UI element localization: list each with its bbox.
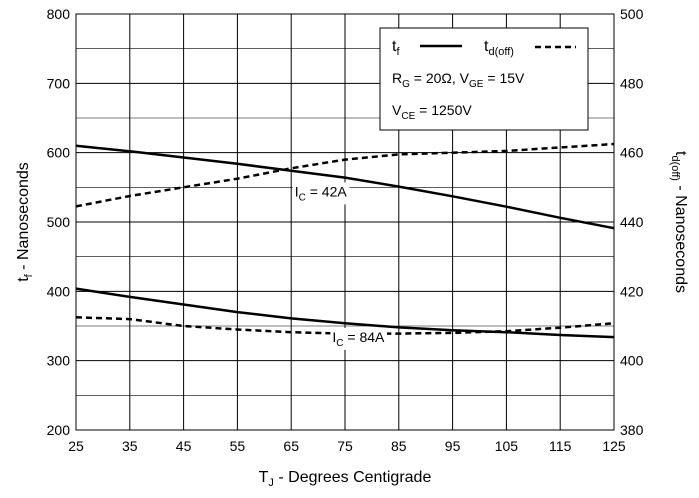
x-tick-label: 125	[602, 438, 626, 454]
y-left-tick-label: 300	[47, 353, 71, 369]
y-axis-left-title: tf - Nanoseconds	[15, 162, 35, 282]
legend: tf td(off) RG = 20Ω, VGE = 15V VCE = 125…	[379, 27, 589, 131]
y-right-tick-label: 380	[620, 422, 644, 438]
y-right-tick-label: 440	[620, 214, 644, 230]
x-tick-label: 115	[549, 438, 572, 454]
y-left-tick-label: 500	[47, 214, 71, 230]
annotation-ic-42a-background	[292, 182, 350, 205]
x-tick-label: 105	[495, 438, 519, 454]
y-right-tick-label: 500	[620, 6, 644, 22]
series-line-tf-0	[75, 144, 615, 230]
series-line-td-off-2	[75, 142, 615, 208]
x-tick-label: 95	[445, 438, 461, 454]
y-right-tick-label: 460	[620, 145, 644, 161]
legend-condition-rg-vge: RG = 20Ω, VGE = 15V	[392, 70, 525, 90]
y-left-tick-label: 400	[47, 283, 71, 299]
y-left-tick-label: 800	[47, 6, 71, 22]
plot-area-frame	[75, 13, 615, 431]
y-right-tick-label: 420	[620, 283, 644, 299]
y-left-tick-label: 700	[47, 75, 71, 91]
x-tick-label: 55	[230, 438, 246, 454]
series-layer	[75, 142, 615, 339]
legend-box	[379, 27, 589, 131]
annotation-ic-42a-label: IC = 42A	[295, 183, 348, 203]
annotation-ic-84a-label: IC = 84A	[332, 329, 385, 349]
x-tick-label: 75	[337, 438, 353, 454]
y-axis-right-title: td(off) - Nanoseconds	[669, 151, 689, 293]
legend-condition-vce: VCE = 1250V	[392, 102, 472, 122]
x-tick-label: 65	[283, 438, 299, 454]
legend-tf-label: tf	[392, 38, 400, 58]
y-right-tick-label: 480	[620, 75, 644, 91]
legend-td-label: td(off)	[484, 38, 514, 58]
annotation-ic-42a: IC = 42A	[292, 182, 350, 205]
x-tick-label: 85	[391, 438, 407, 454]
x-tick-label: 25	[68, 438, 84, 454]
annotation-ic-84a-background	[330, 327, 388, 350]
tick-labels: 25 35 45 55 65 75 85 95 105 115 125 200 300 400 500 600…	[47, 6, 644, 454]
x-tick-label: 45	[176, 438, 192, 454]
y-left-tick-label: 200	[47, 422, 71, 438]
x-tick-label: 35	[122, 438, 138, 454]
x-axis-title: TJ - Degrees Centigrade	[259, 469, 432, 489]
annotation-ic-84a: IC = 84A	[330, 327, 388, 350]
y-left-tick-label: 600	[47, 145, 71, 161]
series-line-tf-1	[75, 287, 615, 339]
y-right-tick-label: 400	[620, 353, 644, 369]
